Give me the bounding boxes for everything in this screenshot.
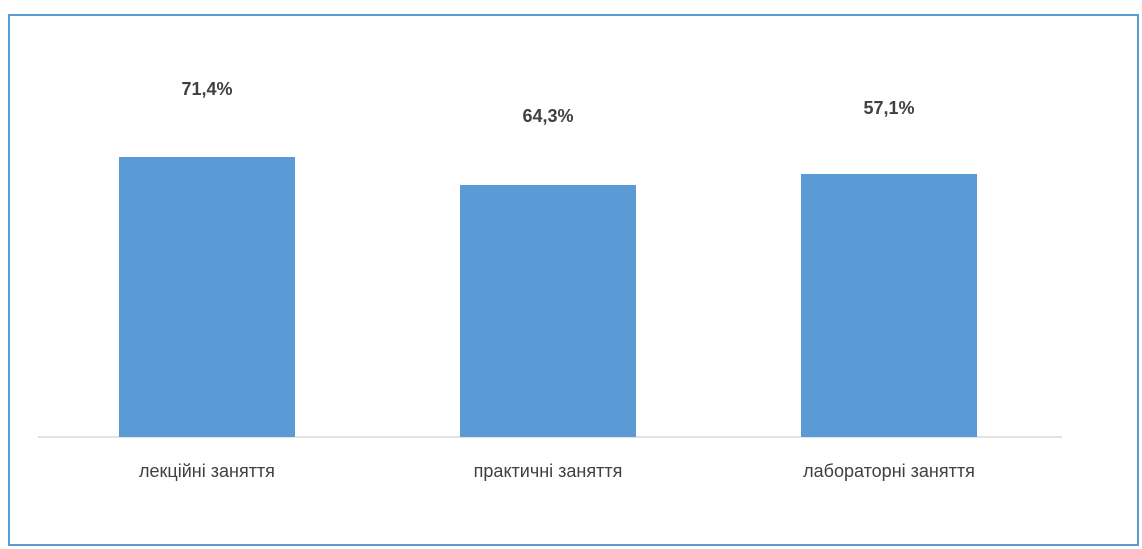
data-label-3: 57,1% [863, 98, 914, 118]
data-label-1: 71,4% [181, 79, 232, 99]
bar-3 [801, 174, 977, 437]
data-label-2: 64,3% [522, 106, 573, 126]
category-label-2: практичні заняття [474, 461, 623, 481]
category-label-3: лабораторні заняття [803, 461, 975, 481]
bar-1 [119, 157, 295, 437]
category-label-1: лекційні заняття [139, 461, 275, 481]
bar-2 [460, 185, 636, 437]
